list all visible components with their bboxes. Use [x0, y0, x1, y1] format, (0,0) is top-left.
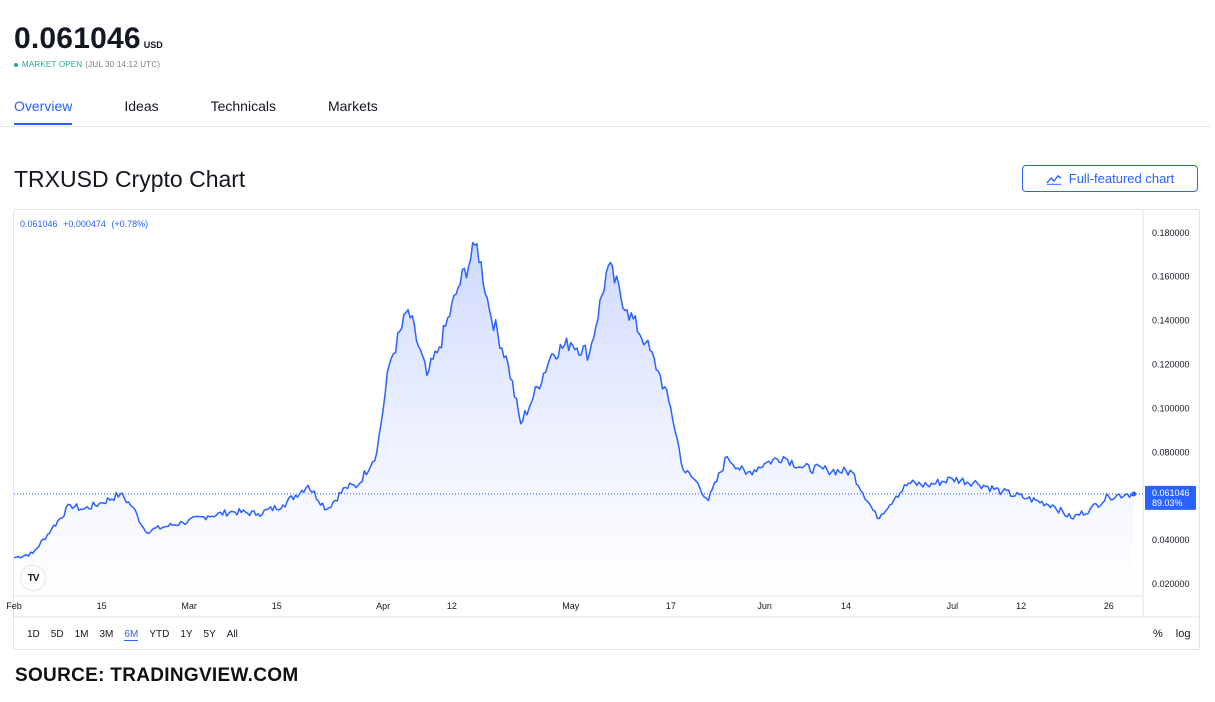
x-tick-label: 15	[97, 601, 107, 611]
x-tick-label: Feb	[6, 601, 22, 611]
chart-frame[interactable]	[13, 209, 1200, 650]
price-line-path	[13, 241, 1134, 559]
x-tick-label: 26	[1104, 601, 1114, 611]
area-fill-path	[14, 242, 1134, 595]
market-open-label: MARKET OPEN	[22, 60, 83, 69]
legend-change: +0.000474	[63, 219, 106, 229]
market-status: MARKET OPEN (JUL 30 14:12 UTC)	[14, 60, 163, 69]
range-5d[interactable]: 5D	[50, 629, 64, 640]
chart-title: TRXUSD Crypto Chart	[14, 166, 246, 192]
y-tick-label: 0.020000	[1152, 579, 1190, 589]
x-tick-label: 15	[272, 601, 282, 611]
range-all[interactable]: All	[226, 629, 238, 640]
price-block: 0.061046 USD MARKET OPEN (JUL 30 14:12 U…	[14, 22, 163, 69]
tab-ideas[interactable]: Ideas	[124, 98, 159, 114]
y-tick-label: 0.100000	[1152, 403, 1190, 413]
legend-value: 0.061046	[20, 219, 58, 229]
range-6m[interactable]: 6M	[124, 629, 139, 641]
x-tick-label: Apr	[376, 601, 390, 611]
range-1y[interactable]: 1Y	[180, 629, 193, 640]
range-ytd[interactable]: YTD	[149, 629, 170, 640]
tab-overview[interactable]: Overview	[14, 98, 73, 125]
full-featured-chart-button[interactable]: Full-featured chart	[1022, 165, 1198, 192]
x-tick-label: Mar	[181, 601, 197, 611]
y-tick-label: 0.080000	[1152, 447, 1190, 457]
range-3m[interactable]: 3M	[99, 629, 114, 640]
area-fill	[14, 242, 1134, 595]
current-price: 0.061046	[14, 22, 141, 55]
y-tick-label: 0.140000	[1152, 316, 1190, 326]
price-row: 0.061046 USD	[14, 22, 163, 56]
price-axis: 0.0200000.0400000.0600000.0800000.100000…	[1152, 228, 1190, 589]
y-tick-label: 0.120000	[1152, 360, 1190, 370]
time-axis: Feb 15 Mar 15 Apr 12 May 17 Jun 14 Jul 12 26	[6, 601, 1113, 611]
range-selector: 1D 5D 1M 3M 6M YTD 1Y 5Y All	[27, 629, 249, 641]
range-5y[interactable]: 5Y	[203, 629, 216, 640]
range-1d[interactable]: 1D	[27, 629, 40, 640]
source-caption: SOURCE: TRADINGVIEW.COM	[15, 665, 299, 686]
legend-change-pct: (+0.78%)	[111, 219, 149, 229]
tab-bar: Overview Ideas Technicals Markets	[14, 98, 430, 125]
tradingview-logo[interactable]: TV	[21, 566, 45, 590]
x-tick-label: Jun	[757, 601, 772, 611]
range-1m[interactable]: 1M	[74, 629, 89, 640]
y-tick-label: 0.040000	[1152, 535, 1190, 545]
x-tick-label: 17	[666, 601, 676, 611]
tab-markets[interactable]: Markets	[327, 98, 378, 114]
x-tick-label: 12	[447, 601, 457, 611]
full-featured-chart-label: Full-featured chart	[1068, 171, 1175, 186]
log-scale-toggle[interactable]: log	[1175, 628, 1191, 640]
last-price-value: 0.061046	[1152, 488, 1190, 498]
x-tick-label: 12	[1016, 601, 1026, 611]
y-tick-label: 0.160000	[1152, 272, 1190, 282]
chart-line-icon	[1046, 174, 1062, 185]
price-line	[13, 241, 1134, 559]
last-price-pct: 89.03%	[1152, 498, 1183, 508]
x-tick-label: May	[562, 601, 580, 611]
last-price-dot	[1131, 491, 1137, 497]
last-price-label-box	[1145, 485, 1196, 510]
market-open-dot-icon	[14, 62, 18, 67]
y-tick-label: 0.180000	[1152, 228, 1190, 238]
tabs-divider	[0, 126, 1210, 127]
currency-label: USD	[143, 40, 163, 50]
x-tick-label: Jul	[947, 601, 959, 611]
tab-technicals[interactable]: Technicals	[210, 98, 276, 114]
x-tick-label: 14	[841, 601, 851, 611]
chart-legend: 0.061046 +0.000474 (+0.78%)	[20, 219, 151, 229]
scale-toggles: % log	[1153, 628, 1203, 640]
percent-scale-toggle[interactable]: %	[1153, 628, 1163, 640]
market-time: (JUL 30 14:12 UTC)	[85, 60, 161, 69]
